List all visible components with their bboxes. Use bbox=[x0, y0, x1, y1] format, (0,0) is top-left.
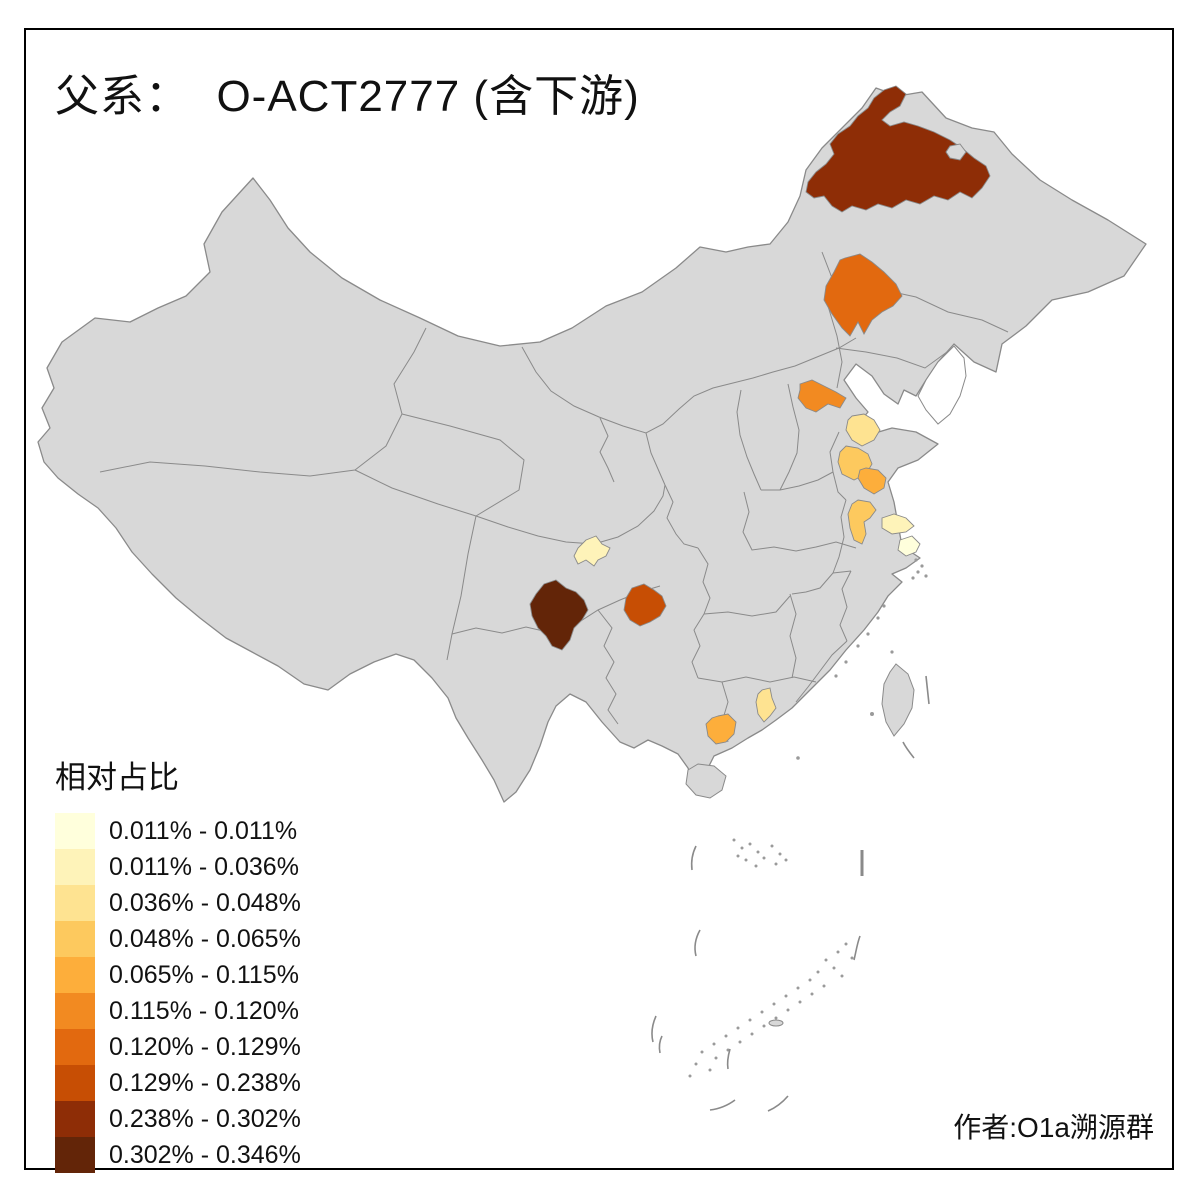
map-region-sichuan-chengdu bbox=[573, 535, 611, 567]
map-region-shanghai bbox=[897, 535, 921, 557]
province-borders bbox=[99, 251, 1009, 743]
author-caption: 作者:O1a溯源群 bbox=[953, 1112, 1154, 1143]
small-island bbox=[768, 1019, 784, 1027]
map-region-guizhou-north bbox=[623, 583, 667, 627]
legend-swatch bbox=[55, 813, 95, 849]
legend-item: 0.238% - 0.302% bbox=[55, 1101, 301, 1137]
legend-label: 0.302% - 0.346% bbox=[109, 1140, 301, 1169]
hainan-island bbox=[685, 763, 727, 799]
legend-item: 0.115% - 0.120% bbox=[55, 993, 301, 1029]
taiwan-island bbox=[881, 663, 915, 737]
islands bbox=[685, 663, 915, 1027]
legend-label: 0.065% - 0.115% bbox=[109, 960, 299, 989]
legend-label: 0.238% - 0.302% bbox=[109, 1104, 301, 1133]
legend-item: 0.129% - 0.238% bbox=[55, 1065, 301, 1101]
legend-swatch bbox=[55, 993, 95, 1029]
legend-item: 0.048% - 0.065% bbox=[55, 921, 301, 957]
legend-item: 0.011% - 0.036% bbox=[55, 849, 301, 885]
legend-swatch bbox=[55, 1029, 95, 1065]
legend-label: 0.129% - 0.238% bbox=[109, 1068, 301, 1097]
legend-item: 0.302% - 0.346% bbox=[55, 1137, 301, 1173]
legend-swatch bbox=[55, 957, 95, 993]
legend-item: 0.011% - 0.011% bbox=[55, 813, 301, 849]
legend-label: 0.115% - 0.120% bbox=[109, 996, 299, 1025]
figure-frame bbox=[24, 28, 1174, 1170]
map-region-guangdong-central bbox=[755, 687, 777, 723]
legend-label: 0.036% - 0.048% bbox=[109, 888, 301, 917]
colored-regions bbox=[529, 85, 991, 745]
legend-label: 0.120% - 0.129% bbox=[109, 1032, 301, 1061]
korea-outline bbox=[917, 345, 967, 425]
legend-swatch bbox=[55, 1065, 95, 1101]
legend-swatch bbox=[55, 921, 95, 957]
legend-item: 0.120% - 0.129% bbox=[55, 1029, 301, 1065]
legend: 相对占比 0.011% - 0.011% 0.011% - 0.036% 0.036… bbox=[55, 752, 301, 1173]
legend-label: 0.011% - 0.036% bbox=[109, 852, 299, 881]
legend-swatch bbox=[55, 885, 95, 921]
map-region-hebei-central bbox=[797, 379, 847, 413]
map-region-jilin-central bbox=[823, 253, 903, 337]
map-region-ne-inner-mongolia-large bbox=[805, 85, 991, 213]
map-region-guangdong-southwest bbox=[705, 713, 737, 745]
legend-swatch bbox=[55, 1101, 95, 1137]
legend-label: 0.011% - 0.011% bbox=[109, 816, 298, 845]
legend-swatch bbox=[55, 849, 95, 885]
ne-enclave-hole bbox=[945, 143, 967, 161]
map-region-sichuan-south-liangshan bbox=[529, 579, 589, 651]
map-region-shandong-south bbox=[857, 467, 887, 495]
map-region-jiangsu-central bbox=[847, 499, 877, 545]
legend-item: 0.065% - 0.115% bbox=[55, 957, 301, 993]
legend-swatch bbox=[55, 1137, 95, 1173]
legend-title: 相对占比 bbox=[55, 760, 179, 795]
map-region-shandong-north bbox=[845, 413, 881, 447]
page-title: 父系： O-ACT2777 (含下游) bbox=[55, 72, 640, 121]
legend-label: 0.048% - 0.065% bbox=[109, 924, 301, 953]
sea-dash-segments bbox=[651, 675, 930, 1112]
island-specks bbox=[688, 558, 928, 1078]
legend-item: 0.036% - 0.048% bbox=[55, 885, 301, 921]
legend-items: 0.011% - 0.011% 0.011% - 0.036% 0.036% - 0… bbox=[55, 813, 301, 1173]
map-region-jiangsu-east bbox=[881, 513, 915, 535]
